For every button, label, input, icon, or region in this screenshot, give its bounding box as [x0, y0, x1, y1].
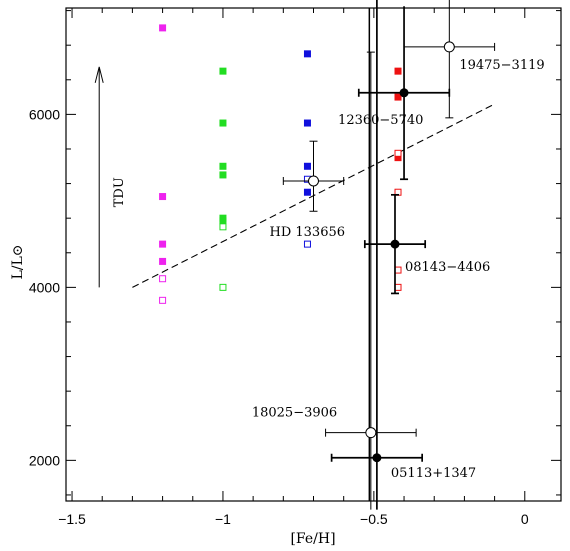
green-filled-square	[219, 217, 227, 225]
x-tick-label: −0.5	[360, 511, 388, 527]
green-open-square	[219, 283, 227, 291]
y-axis-title: L/L⊙	[10, 244, 26, 279]
red-open-square	[394, 266, 402, 274]
x-tick-label: −1	[215, 511, 231, 527]
star-label: 12360−5740	[338, 113, 423, 128]
magenta-filled-square	[159, 24, 167, 32]
star-point-filled	[390, 239, 400, 249]
star-point-filled	[399, 88, 409, 98]
x-tick-label: −1.5	[58, 511, 86, 527]
magenta-open-square	[159, 296, 167, 304]
blue-filled-square	[303, 50, 311, 58]
y-tick-label: 4000	[29, 279, 60, 295]
star-label: 05113+1347	[391, 466, 476, 481]
star-point-open	[365, 427, 377, 439]
y-tick-label: 2000	[29, 452, 60, 468]
red-open-square	[394, 283, 402, 291]
plot-marks: TDU 19475−3119 12360−5740 HD 133656 08143−44…	[94, 0, 545, 510]
blue-filled-square	[303, 162, 311, 170]
axis-ticks: −1.5 −1 −0.5 0 2000 4000 6000	[29, 8, 561, 527]
green-filled-square	[219, 67, 227, 75]
green-filled-square	[219, 162, 227, 170]
blue-filled-square	[303, 188, 311, 196]
red-filled-square	[394, 154, 402, 162]
star-point-open	[308, 175, 319, 187]
magenta-filled-square	[159, 193, 167, 201]
red-filled-square	[394, 93, 402, 101]
star-point-open	[443, 41, 455, 53]
blue-filled-square	[303, 119, 311, 127]
star-point-filled	[372, 453, 382, 463]
x-axis-title: [Fe/H]	[290, 531, 335, 547]
plot-frame	[65, 7, 562, 502]
magenta-open-square	[159, 275, 167, 283]
green-filled-square	[219, 171, 227, 179]
magenta-filled-square	[159, 240, 167, 248]
magenta-filled-square	[159, 257, 167, 265]
red-open-square	[394, 149, 402, 157]
green-filled-square	[219, 119, 227, 127]
y-tick-label: 6000	[29, 106, 60, 122]
red-filled-square	[394, 67, 402, 75]
star-label: 18025−3906	[252, 406, 337, 421]
star-label: 19475−3119	[459, 58, 544, 73]
tdu-arrow-head	[94, 66, 104, 83]
blue-open-square	[303, 240, 311, 248]
star-label: 08143−4406	[405, 260, 490, 275]
x-tick-label: 0	[521, 511, 529, 527]
tdu-label: TDU	[112, 177, 127, 207]
star-label: HD 133656	[270, 225, 346, 240]
green-open-square	[219, 223, 227, 231]
